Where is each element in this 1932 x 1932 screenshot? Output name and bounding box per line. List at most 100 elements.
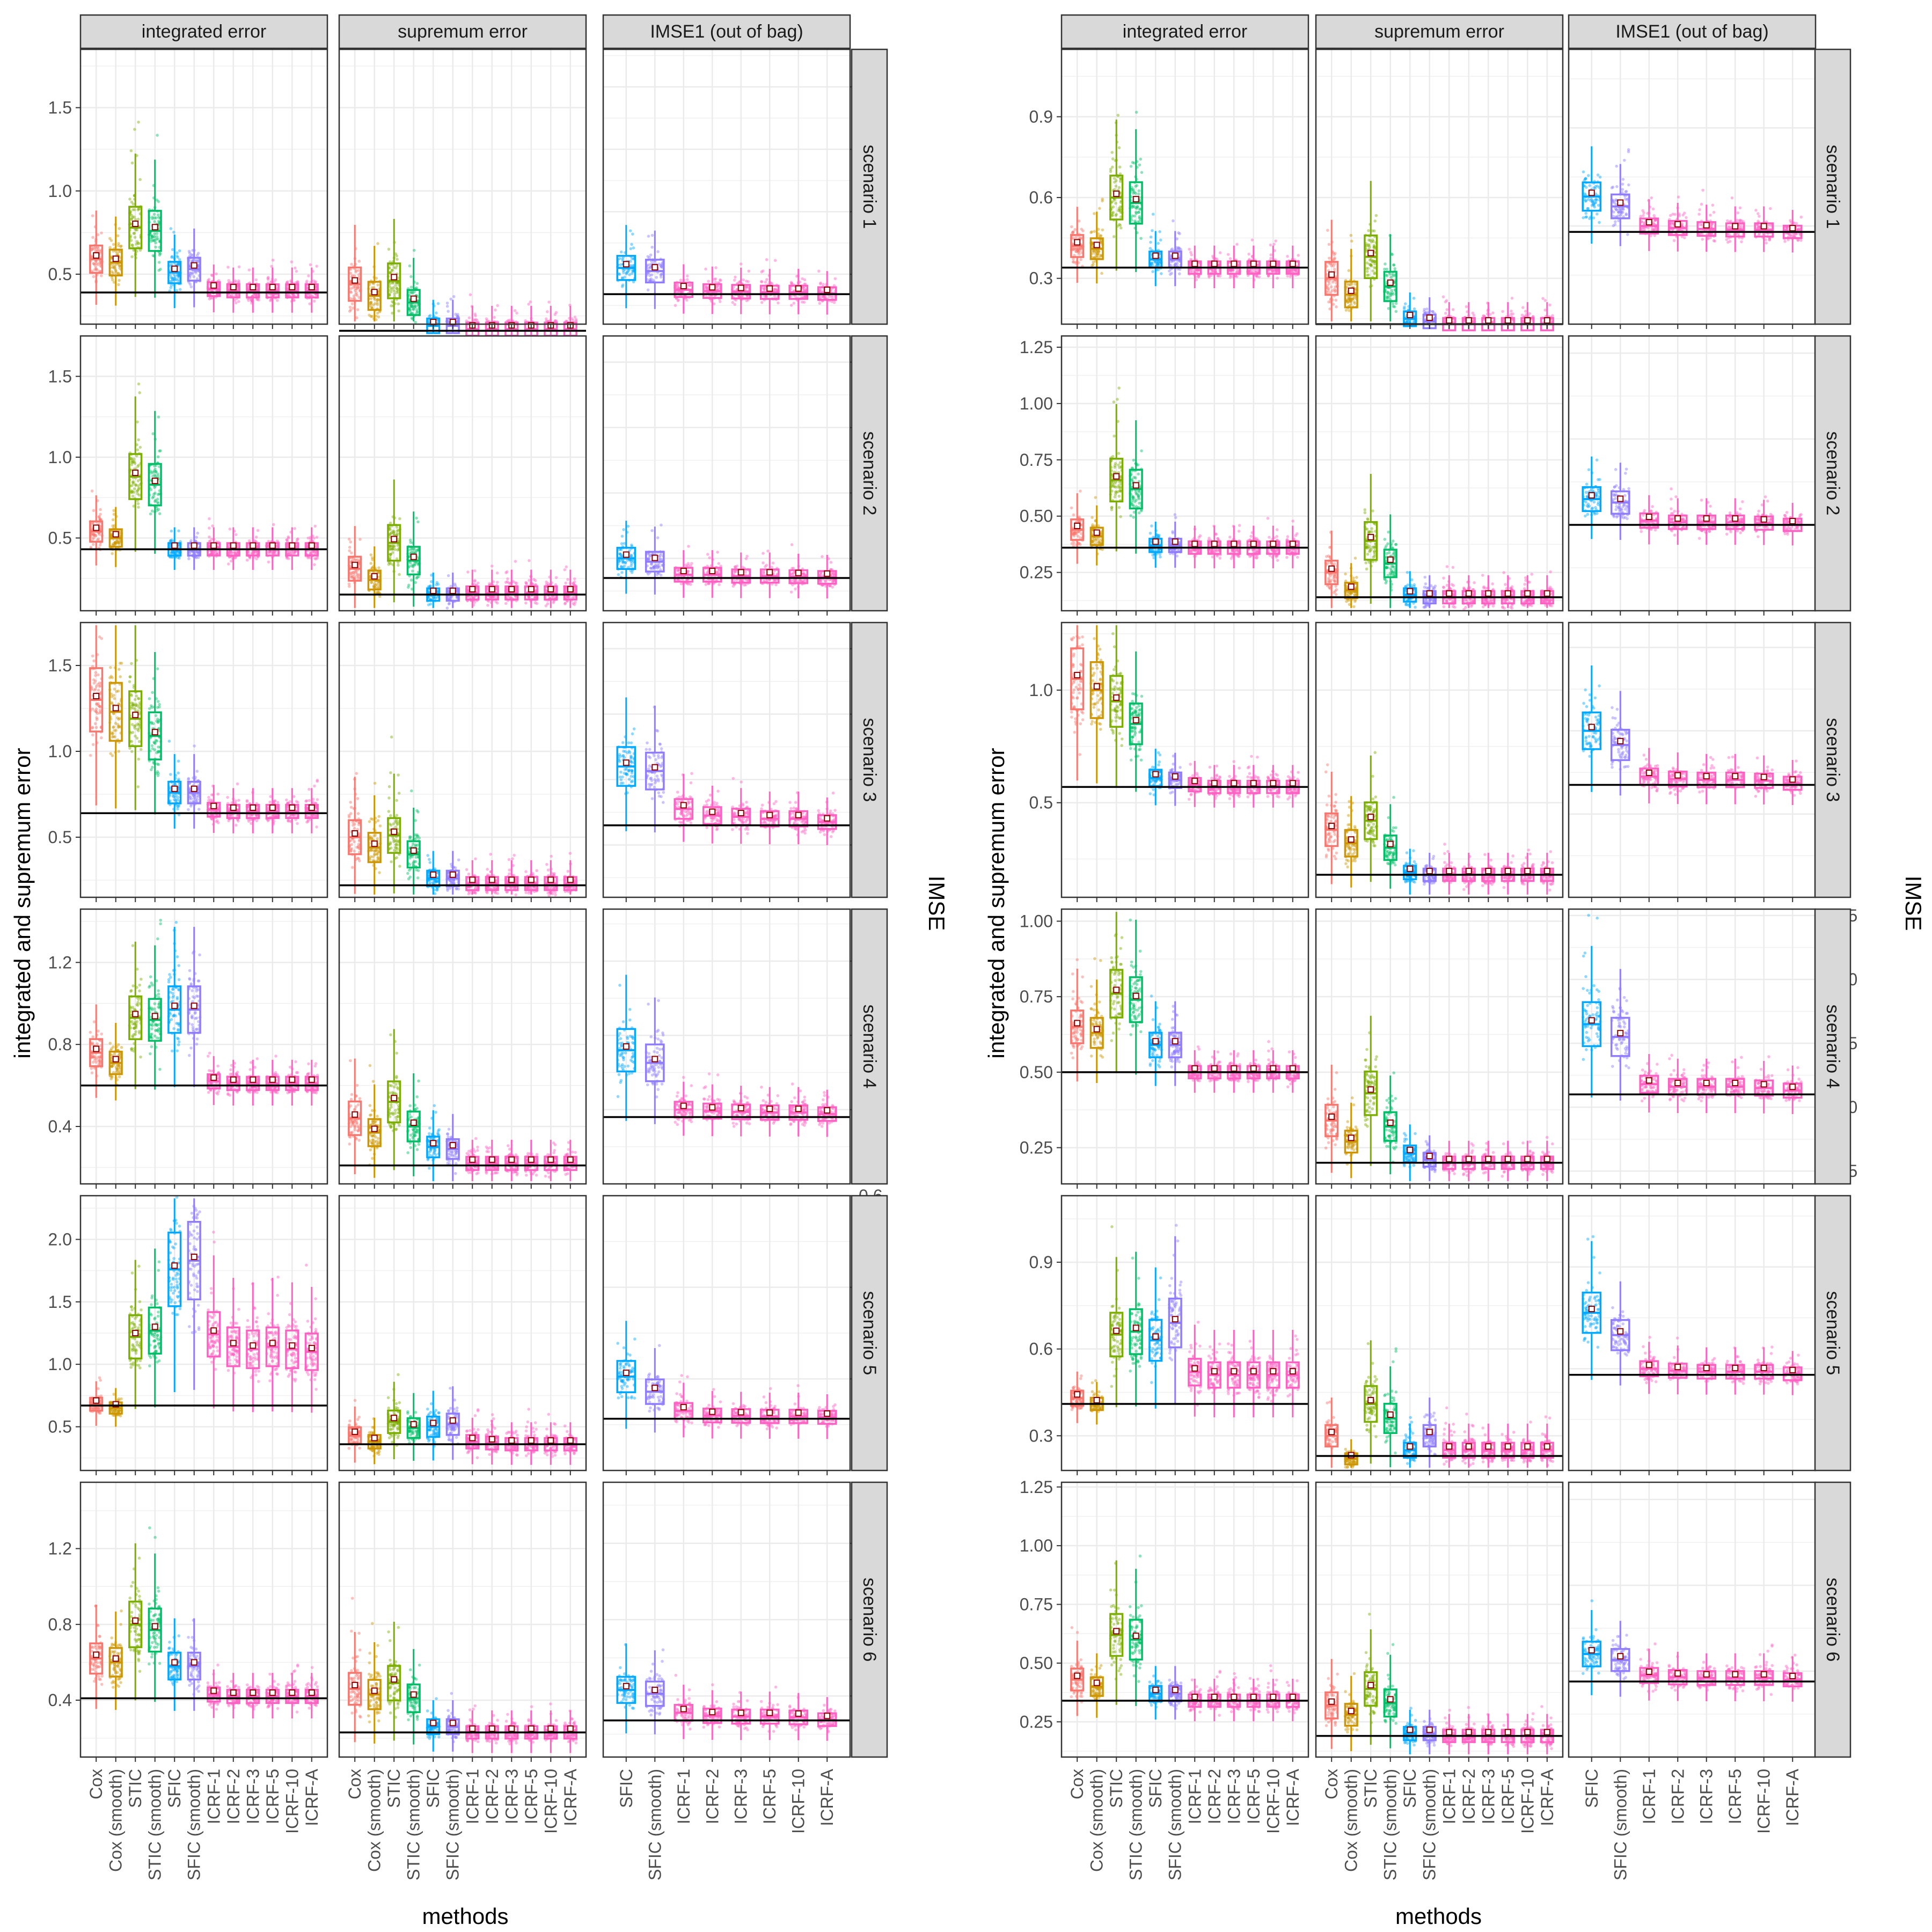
jitter-point	[349, 287, 353, 290]
jitter-point	[490, 565, 494, 568]
jitter-point	[650, 273, 654, 277]
jitter-point	[309, 263, 312, 267]
jitter-point	[513, 309, 517, 312]
jitter-point	[358, 538, 362, 541]
jitter-point	[152, 495, 155, 499]
jitter-point	[134, 218, 137, 221]
jitter-point	[208, 526, 211, 530]
jitter-point	[629, 247, 633, 251]
panel-supremum	[338, 335, 587, 616]
mean-marker	[737, 569, 744, 576]
jitter-point	[108, 237, 112, 240]
jitter-point	[113, 697, 116, 700]
jitter-point	[307, 274, 310, 277]
mean-marker	[623, 551, 630, 558]
jitter-point	[110, 276, 114, 279]
jitter-point	[704, 267, 707, 271]
jitter-point	[92, 509, 96, 513]
jitter-point	[111, 733, 114, 736]
jitter-point	[765, 258, 769, 261]
mean-marker	[132, 712, 139, 719]
jitter-point	[98, 543, 102, 547]
panel-integrated	[79, 48, 328, 329]
jitter-point	[137, 438, 140, 442]
jitter-point	[95, 262, 98, 265]
jitter-point	[290, 550, 294, 553]
jitter-point	[390, 290, 393, 294]
jitter-point	[651, 567, 654, 570]
jitter-point	[188, 551, 192, 554]
jitter-point	[529, 300, 532, 304]
jitter-point	[428, 314, 431, 318]
jitter-point	[207, 277, 211, 281]
jitter-point	[630, 272, 634, 275]
jitter-point	[118, 264, 121, 267]
jitter-point	[369, 553, 373, 557]
jitter-point	[286, 280, 289, 283]
jitter-point	[473, 312, 477, 316]
jitter-point	[94, 265, 97, 268]
jitter-point	[97, 248, 100, 252]
panel-background	[80, 623, 327, 897]
mean-marker	[171, 265, 178, 272]
mean-marker	[488, 586, 495, 592]
jitter-point	[734, 570, 737, 573]
jitter-point	[153, 232, 156, 236]
jitter-point	[290, 260, 294, 264]
jitter-point	[153, 748, 157, 751]
jitter-point	[467, 316, 471, 320]
jitter-point	[93, 268, 97, 272]
jitter-point	[151, 217, 154, 221]
jitter-point	[800, 301, 804, 304]
jitter-point	[296, 280, 299, 283]
jitter-point	[354, 287, 357, 291]
jitter-point	[245, 558, 249, 562]
jitter-point	[802, 287, 806, 290]
jitter-point	[687, 545, 690, 548]
jitter-point	[630, 564, 633, 568]
box-stic	[128, 120, 143, 297]
jitter-point	[350, 575, 354, 579]
jitter-point	[169, 286, 173, 289]
jitter-point	[391, 547, 394, 551]
jitter-point	[376, 590, 379, 594]
jitter-point	[94, 267, 98, 271]
mean-marker	[824, 570, 831, 577]
jitter-point	[137, 217, 140, 221]
jitter-point	[131, 494, 135, 498]
jitter-point	[448, 602, 451, 605]
jitter-point	[734, 275, 737, 279]
jitter-point	[744, 570, 748, 574]
jitter-point	[650, 233, 654, 237]
jitter-point	[173, 274, 177, 278]
jitter-point	[173, 276, 177, 280]
jitter-point	[138, 445, 142, 449]
jitter-point	[137, 207, 141, 211]
jitter-point	[153, 220, 156, 223]
jitter-point	[118, 227, 121, 230]
jitter-point	[118, 250, 121, 253]
jitter-point	[94, 671, 98, 674]
jitter-point	[226, 266, 230, 269]
jitter-point	[735, 579, 738, 582]
jitter-point	[91, 543, 95, 546]
jitter-point	[170, 283, 173, 287]
jitter-point	[622, 528, 625, 531]
jitter-point	[272, 523, 275, 526]
jitter-point	[130, 214, 134, 217]
jitter-point	[488, 595, 492, 598]
mean-marker	[391, 274, 398, 281]
mean-marker	[250, 283, 257, 290]
mean-marker	[269, 542, 276, 549]
mean-marker	[93, 693, 100, 699]
mean-marker	[547, 586, 554, 592]
jitter-point	[375, 299, 379, 302]
jitter-point	[156, 213, 160, 217]
jitter-point	[98, 711, 101, 715]
jitter-point	[629, 260, 632, 263]
jitter-point	[97, 689, 100, 692]
jitter-point	[376, 242, 379, 245]
jitter-point	[271, 258, 275, 262]
jitter-point	[115, 690, 119, 693]
jitter-point	[822, 283, 825, 286]
